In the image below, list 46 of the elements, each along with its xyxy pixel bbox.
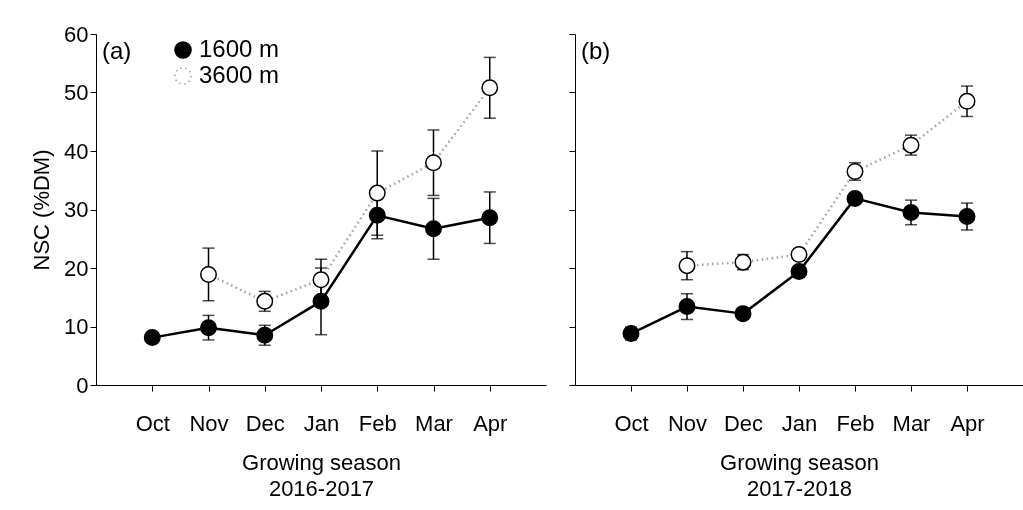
x-tick-label: Oct <box>135 410 170 436</box>
point <box>312 292 330 310</box>
x-tick-label: Apr <box>473 410 508 436</box>
x-tick-label: Oct <box>614 410 649 436</box>
point <box>958 92 976 110</box>
point <box>368 206 386 224</box>
point <box>902 203 920 221</box>
y-axis-title: NSC (%DM) <box>29 149 55 271</box>
legend-label: 1600 m <box>199 35 280 62</box>
legend-label: 3600 m <box>199 61 280 88</box>
point <box>734 305 752 323</box>
x-tick-label: Mar <box>415 410 453 436</box>
x-tick-label: Feb <box>358 410 397 436</box>
chart-title: (b) <box>581 37 611 64</box>
x-tick-label: Feb <box>836 410 875 436</box>
point <box>425 154 442 172</box>
point <box>678 298 696 316</box>
point <box>846 189 864 207</box>
x-tick-label: Jan <box>781 410 818 436</box>
point <box>958 208 976 225</box>
x-tick-label: Dec <box>245 410 285 436</box>
y-tick-label: 30 <box>64 197 89 222</box>
point <box>200 265 217 283</box>
x-axis-title: Growing season 2017-2018 <box>720 449 879 501</box>
y-tick-label: 50 <box>64 80 89 105</box>
point <box>312 271 330 289</box>
x-axis-title: Growing season 2016-2017 <box>242 449 401 501</box>
x-tick-label: Mar <box>892 410 931 436</box>
point <box>481 209 499 227</box>
y-tick-label: 10 <box>64 314 89 339</box>
x-tick-label: Nov <box>189 410 229 436</box>
y-tick-label: 20 <box>64 255 89 281</box>
y-tick-label: 0 <box>76 372 89 398</box>
x-tick-label: Jan <box>303 410 340 436</box>
y-tick-label: 40 <box>64 138 89 164</box>
point <box>678 257 696 275</box>
point <box>143 329 161 347</box>
point <box>425 220 442 238</box>
x-tick-label: Apr <box>950 410 985 436</box>
point <box>200 319 217 337</box>
x-tick-label: Dec <box>723 410 764 436</box>
point <box>368 184 386 202</box>
y-tick-label: 60 <box>64 21 89 47</box>
x-tick-label: Nov <box>667 410 708 436</box>
point <box>481 79 499 97</box>
chart-title: (a) <box>102 37 132 64</box>
